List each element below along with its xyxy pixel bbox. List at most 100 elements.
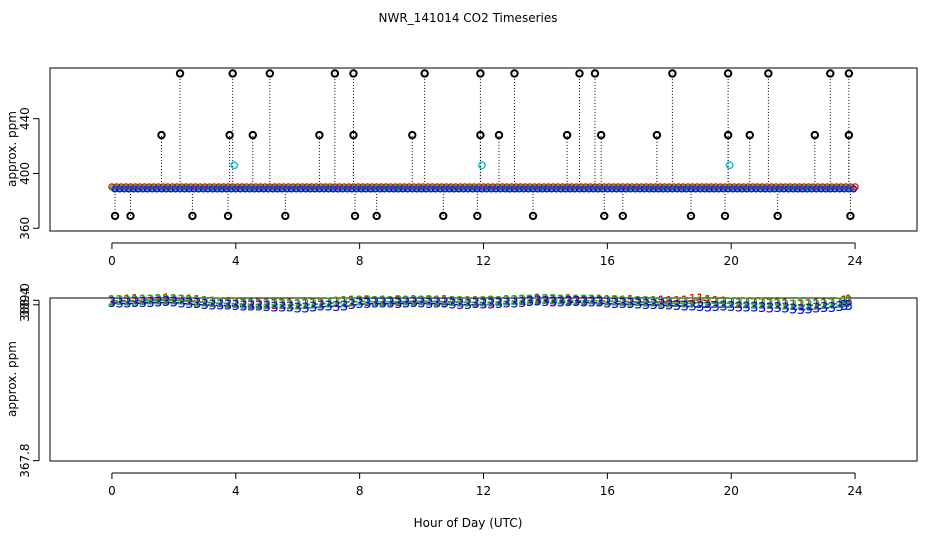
top-y-axis-label: approx. ppm bbox=[5, 111, 19, 187]
baseline-point bbox=[171, 185, 180, 193]
series-1-marker: 1 bbox=[348, 294, 356, 309]
outlier-point bbox=[330, 69, 340, 78]
series-2-marker: 2 bbox=[835, 297, 843, 312]
outlier-point bbox=[510, 69, 519, 78]
outlier-point bbox=[844, 69, 854, 78]
series-3-marker: 3 bbox=[719, 300, 727, 315]
series-3-marker: 3 bbox=[208, 298, 216, 313]
series-1-marker: 1 bbox=[193, 294, 201, 309]
series-2-marker: 2 bbox=[657, 296, 665, 311]
series-1-marker: 1 bbox=[688, 293, 696, 308]
series-1-marker: 1 bbox=[743, 297, 751, 312]
baseline-point bbox=[547, 185, 556, 193]
series-3-marker: 3 bbox=[317, 300, 325, 315]
top-x-tick-label: 0 bbox=[108, 254, 116, 268]
series-3-marker: 3 bbox=[479, 297, 487, 312]
outlier-point bbox=[562, 130, 572, 140]
series-1-marker: 1 bbox=[433, 294, 441, 309]
series-3-marker: 3 bbox=[804, 303, 812, 318]
series-3-marker: 3 bbox=[379, 296, 387, 311]
outlier-point bbox=[223, 211, 233, 221]
series-3-marker: 3 bbox=[123, 297, 131, 312]
series-3-marker: 3 bbox=[611, 297, 619, 312]
series-1-marker: 1 bbox=[835, 296, 843, 311]
series-1-marker: 1 bbox=[774, 297, 782, 312]
series-2-marker: 2 bbox=[294, 299, 302, 314]
outlier-point bbox=[408, 130, 417, 140]
series-2-marker: 2 bbox=[840, 296, 848, 311]
baseline-point bbox=[612, 185, 621, 193]
series-2-marker: 2 bbox=[611, 294, 619, 309]
baseline-point bbox=[362, 185, 370, 193]
series-1-marker: 1 bbox=[317, 296, 325, 311]
series-2-marker: 2 bbox=[681, 296, 689, 311]
series-2-marker: 2 bbox=[348, 295, 356, 310]
series-3-marker: 3 bbox=[425, 297, 433, 312]
series-1-marker: 1 bbox=[704, 294, 712, 309]
series-2-marker: 2 bbox=[812, 298, 820, 313]
series-2-marker: 2 bbox=[750, 297, 758, 312]
baseline-point bbox=[464, 185, 472, 193]
baseline-point bbox=[390, 185, 398, 193]
outlier-point bbox=[265, 69, 275, 78]
series-1-marker: 1 bbox=[565, 293, 573, 308]
series-1-marker: 1 bbox=[557, 293, 565, 308]
outlier-point bbox=[720, 211, 730, 221]
series-3-marker: 3 bbox=[108, 296, 116, 311]
series-3-marker: 3 bbox=[820, 301, 828, 316]
baseline-point bbox=[394, 185, 402, 193]
series-3-marker: 3 bbox=[201, 298, 209, 313]
series-2-marker: 2 bbox=[619, 295, 627, 310]
series-2-marker: 2 bbox=[820, 298, 828, 313]
series-3-marker: 3 bbox=[595, 296, 603, 311]
series-2-marker: 2 bbox=[162, 294, 170, 309]
series-1-marker: 1 bbox=[139, 293, 147, 308]
series-3-marker: 3 bbox=[588, 296, 596, 311]
series-2-marker: 2 bbox=[766, 297, 774, 312]
series-1-marker: 1 bbox=[804, 298, 812, 313]
series-1-marker: 1 bbox=[727, 296, 735, 311]
baseline-point bbox=[111, 185, 119, 193]
baseline-point bbox=[120, 185, 128, 193]
series-2-marker: 2 bbox=[410, 295, 418, 310]
baseline-point bbox=[571, 185, 579, 193]
outlier-point bbox=[846, 211, 855, 221]
series-1-marker: 1 bbox=[580, 294, 588, 309]
series-2-marker: 2 bbox=[170, 293, 178, 308]
series-3-marker: 3 bbox=[696, 300, 704, 315]
series-1-marker: 1 bbox=[224, 296, 232, 311]
series-2-marker: 2 bbox=[131, 295, 139, 310]
series-1-marker: 1 bbox=[665, 295, 673, 310]
series-3-marker: 3 bbox=[673, 299, 681, 314]
series-1-marker: 1 bbox=[394, 295, 402, 310]
series-2-marker: 2 bbox=[433, 295, 441, 310]
series-2-marker: 2 bbox=[526, 293, 534, 308]
baseline-point bbox=[608, 185, 616, 193]
series-3-marker: 3 bbox=[216, 299, 224, 314]
series-3-marker: 3 bbox=[456, 298, 464, 313]
outlier-point bbox=[188, 211, 197, 221]
series-2-line bbox=[111, 299, 850, 307]
series-3-marker: 3 bbox=[665, 299, 673, 314]
series-3-marker: 3 bbox=[185, 297, 193, 312]
series-1-marker: 1 bbox=[379, 294, 387, 309]
series-1-marker: 1 bbox=[572, 294, 580, 309]
outlier-point bbox=[476, 130, 485, 140]
series-3-marker: 3 bbox=[518, 296, 526, 311]
series-1-marker: 1 bbox=[472, 295, 480, 310]
baseline-point bbox=[455, 185, 463, 193]
series-3-marker: 3 bbox=[263, 300, 271, 315]
outlier-point bbox=[723, 69, 733, 78]
series-2-marker: 2 bbox=[588, 294, 596, 309]
bottom-x-tick-label: 12 bbox=[476, 484, 491, 498]
outlier-point bbox=[686, 211, 696, 221]
outlier-point bbox=[844, 130, 854, 140]
series-1-marker: 1 bbox=[479, 296, 487, 311]
baseline-point bbox=[311, 185, 319, 193]
series-3-marker: 3 bbox=[735, 301, 743, 316]
series-3-marker: 3 bbox=[619, 297, 627, 312]
series-3-marker: 3 bbox=[417, 296, 425, 311]
series-3-marker: 3 bbox=[835, 300, 843, 315]
series-2-marker: 2 bbox=[518, 293, 526, 308]
